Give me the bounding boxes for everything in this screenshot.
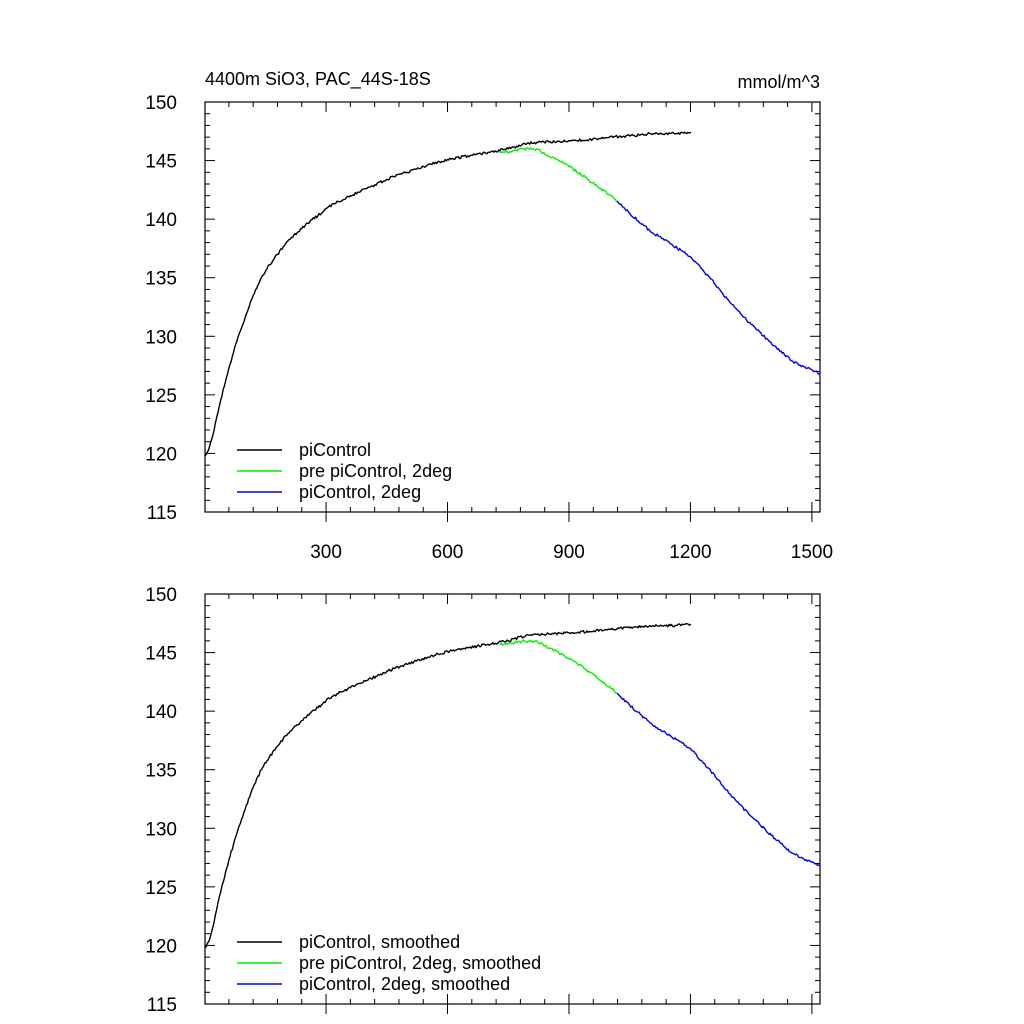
series-line-2 xyxy=(499,639,619,695)
plot-frame xyxy=(204,101,821,513)
x-tick-label: 900 xyxy=(553,542,585,563)
series-line-1 xyxy=(204,131,692,457)
legend-entry: piControl, 2deg xyxy=(299,482,421,502)
series-line-1 xyxy=(204,622,692,949)
y-tick-label: 130 xyxy=(145,327,177,348)
y-tick-label: 150 xyxy=(145,93,177,114)
x-tick-label: 1500 xyxy=(791,542,833,563)
y-tick-label: 120 xyxy=(145,444,177,465)
y-tick-label: 115 xyxy=(147,995,177,1016)
y-tick-label: 120 xyxy=(145,936,177,957)
plot-frame xyxy=(204,593,821,1005)
x-tick-label: 1200 xyxy=(669,542,711,563)
legend-entry: pre piControl, 2deg xyxy=(299,461,452,481)
y-tick-label: 115 xyxy=(147,503,177,524)
y-tick-label: 130 xyxy=(145,819,177,840)
y-tick-label: 135 xyxy=(145,269,177,290)
y-tick-label: 135 xyxy=(145,761,177,782)
y-tick-label: 145 xyxy=(145,152,177,173)
y-tick-label: 125 xyxy=(145,878,177,899)
x-tick-label: 600 xyxy=(432,542,464,563)
y-tick-label: 125 xyxy=(145,386,177,407)
legend-entry: piControl, 2deg, smoothed xyxy=(299,974,510,994)
legend-entry: piControl xyxy=(299,440,371,460)
series-line-3 xyxy=(616,200,821,375)
y-tick-label: 145 xyxy=(145,644,177,665)
legend-entry: pre piControl, 2deg, smoothed xyxy=(299,953,541,973)
chart-title: 4400m SiO3, PAC_44S-18S xyxy=(205,69,431,90)
chart-panel-1: 4400m SiO3, PAC_44S-18S mmol/m^3 115 120 125… xyxy=(145,69,833,563)
series-line-3 xyxy=(616,692,821,867)
y-tick-label: 150 xyxy=(145,585,177,606)
y-tick-label: 140 xyxy=(145,702,177,723)
y-tick-label: 140 xyxy=(145,210,177,231)
series-line-2 xyxy=(499,147,619,203)
units-label: mmol/m^3 xyxy=(738,72,820,92)
chart-panel-2: 115 120 125 130 135 140 145 150 piControl, smoot… xyxy=(145,585,821,1016)
legend-entry: piControl, smoothed xyxy=(299,932,460,952)
x-tick-label: 300 xyxy=(310,542,342,563)
